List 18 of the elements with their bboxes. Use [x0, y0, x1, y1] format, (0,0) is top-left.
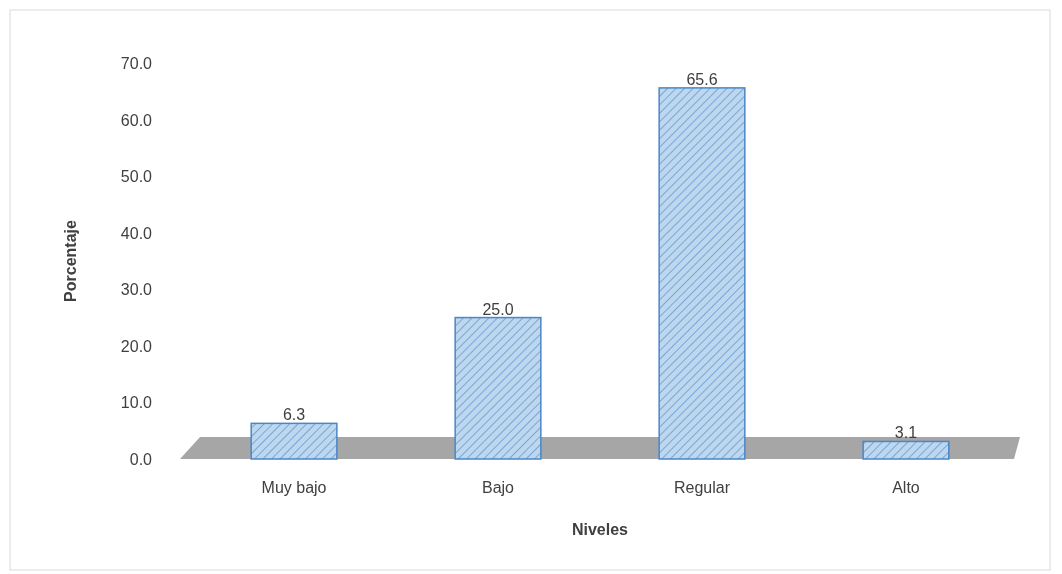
y-tick-label: 50.0: [120, 168, 153, 186]
data-label: 6.3: [282, 406, 306, 424]
data-label: 65.6: [686, 70, 718, 88]
y-tick-label: 30.0: [120, 281, 153, 299]
y-tick-label: 70.0: [120, 55, 153, 72]
x-tick-label: Alto: [892, 479, 920, 496]
x-tick-label: Muy bajo: [261, 479, 327, 496]
y-tick-label: 10.0: [120, 394, 153, 412]
y-tick-label: 60.0: [120, 111, 153, 129]
x-tick-label: Bajo: [481, 479, 515, 496]
x-axis-title: Niveles: [571, 521, 629, 538]
x-tick-label: Regular: [673, 479, 731, 496]
y-axis-title: Porcentaje: [62, 219, 79, 302]
y-tick-label: 0.0: [129, 451, 153, 468]
y-tick-label: 20.0: [120, 337, 153, 355]
y-tick-label: 40.0: [120, 224, 153, 242]
data-label: 3.1: [894, 424, 918, 442]
data-label: 25.0: [482, 300, 514, 318]
